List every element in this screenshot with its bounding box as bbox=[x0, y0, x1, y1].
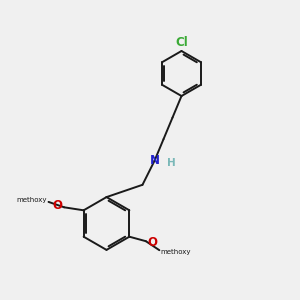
Text: N: N bbox=[149, 154, 160, 167]
Text: H: H bbox=[167, 158, 176, 168]
Text: methoxy: methoxy bbox=[16, 197, 47, 203]
Text: Cl: Cl bbox=[175, 36, 188, 49]
Text: O: O bbox=[52, 199, 63, 212]
Text: O: O bbox=[147, 236, 158, 249]
Text: methoxy: methoxy bbox=[161, 249, 191, 255]
